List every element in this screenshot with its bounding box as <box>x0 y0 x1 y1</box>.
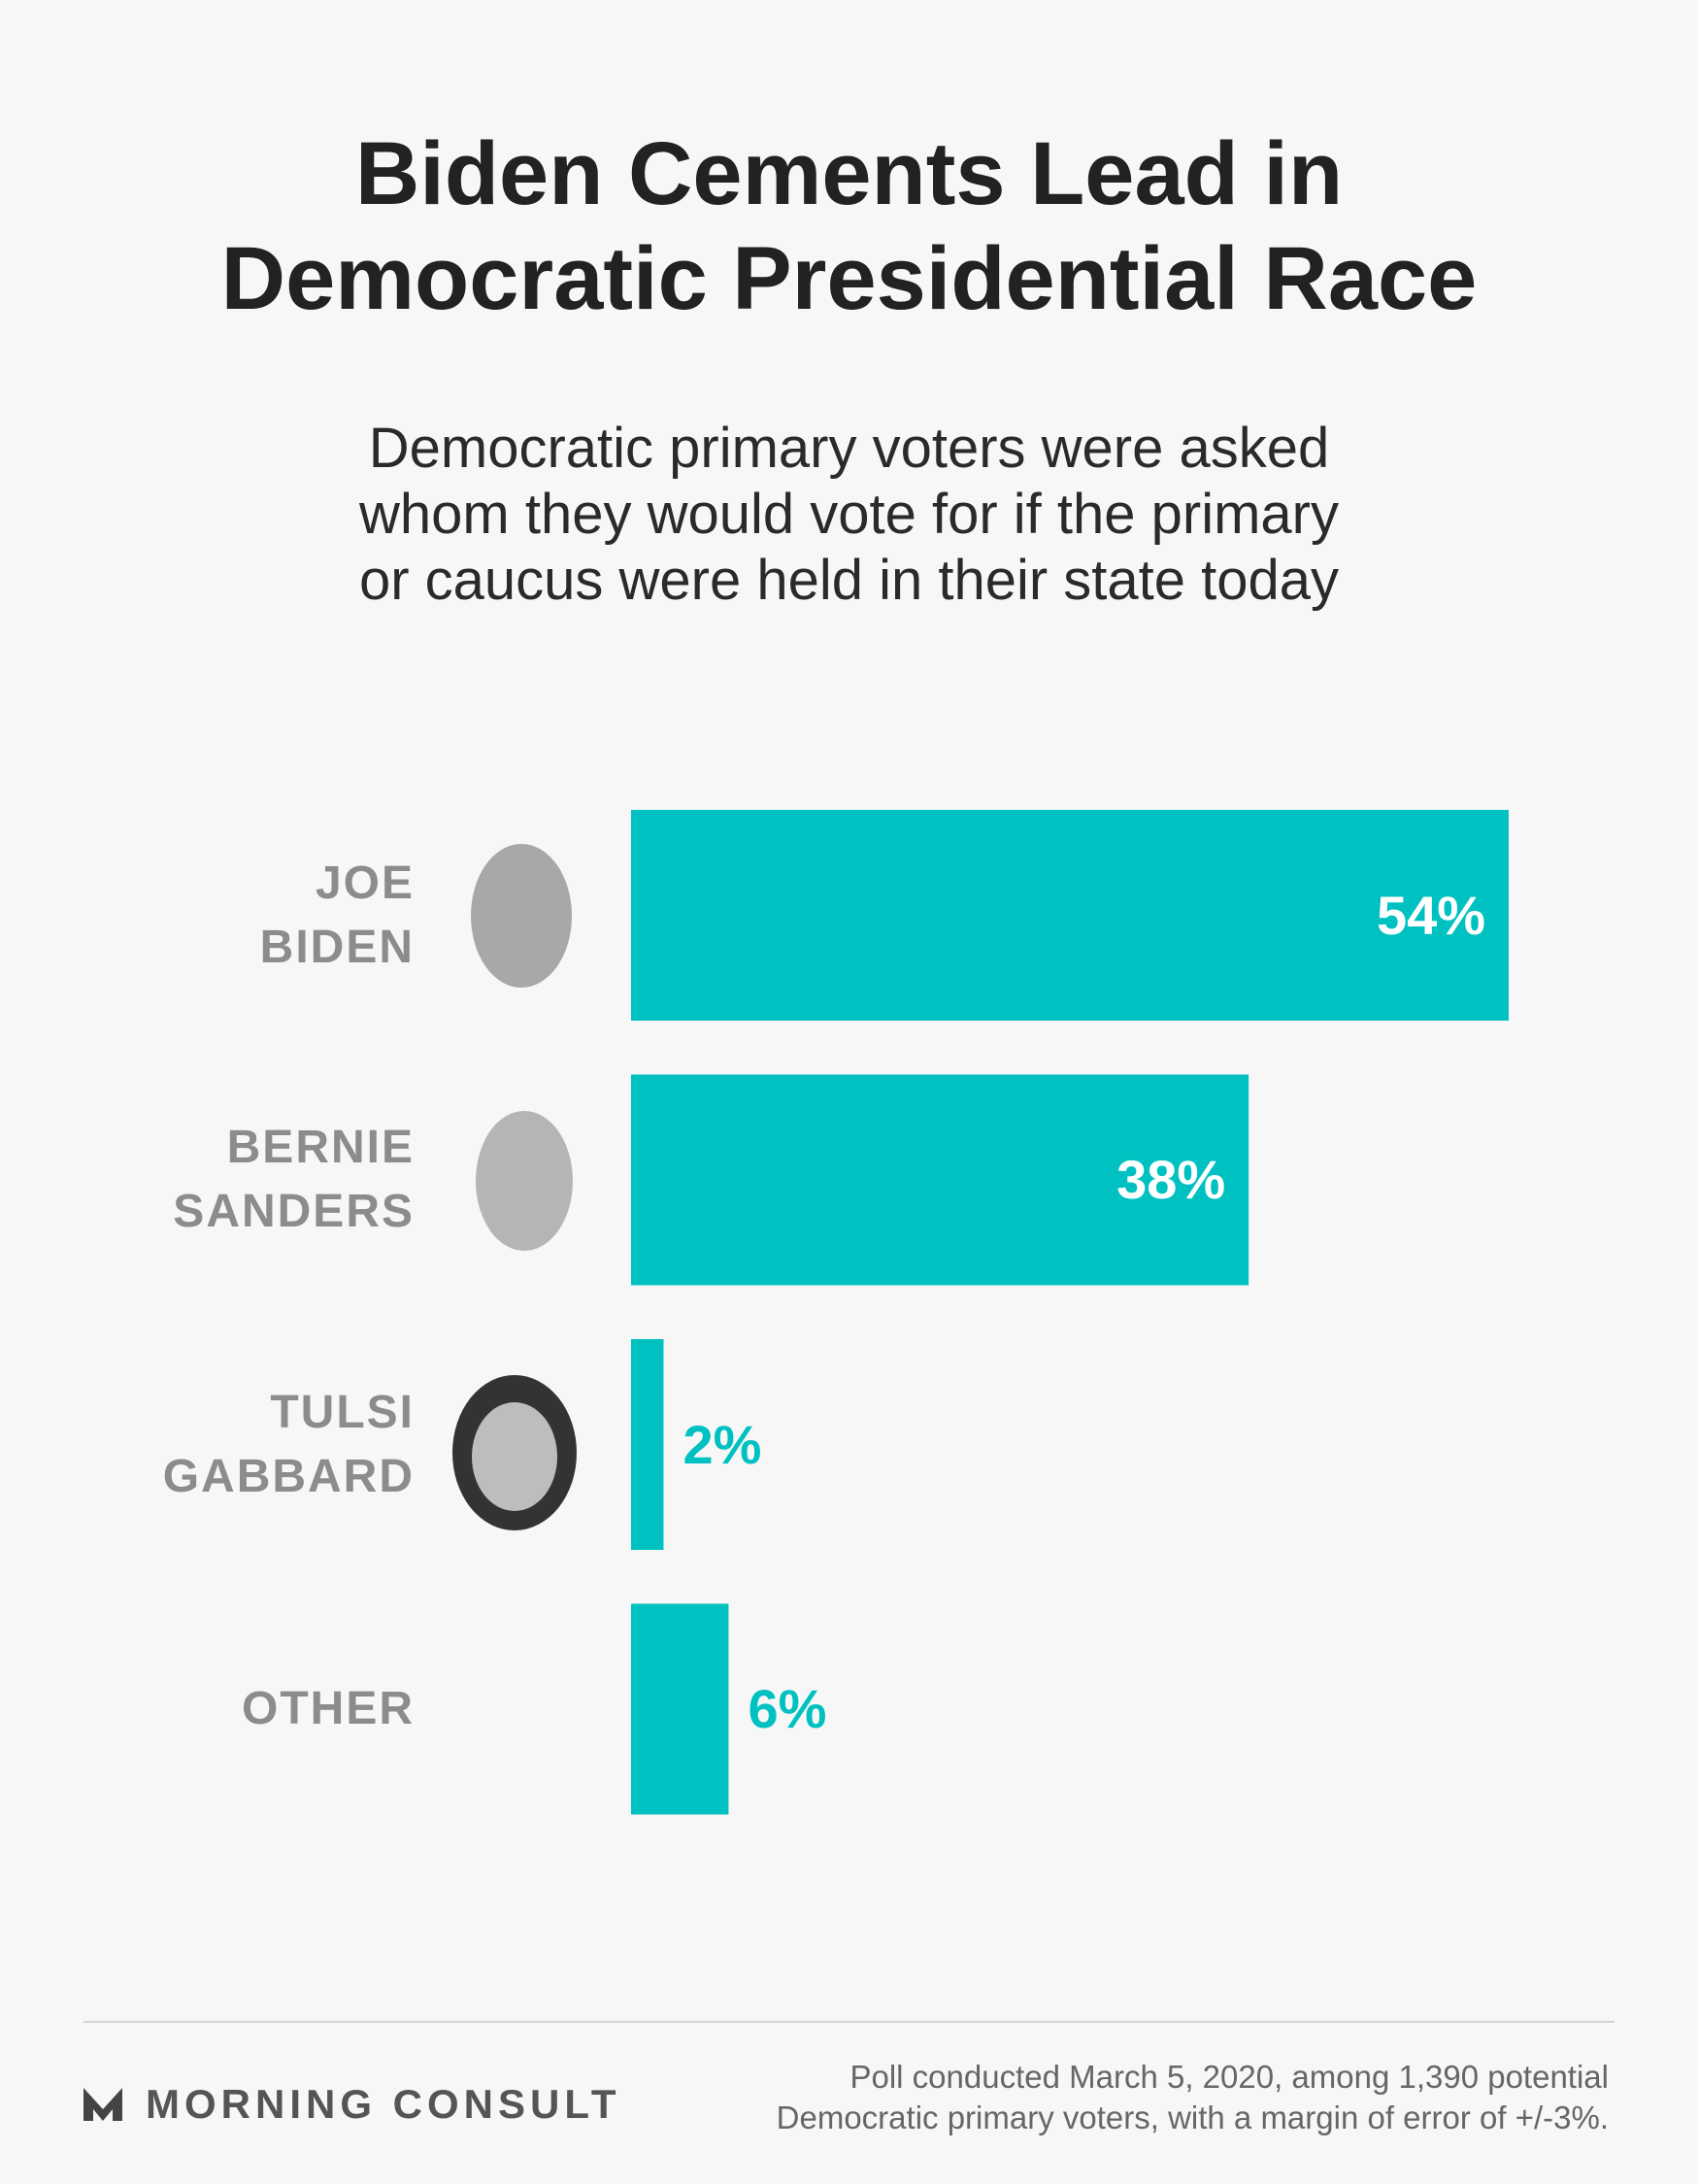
subtitle: whom they would vote for if the primary <box>359 483 1339 546</box>
bar <box>631 1339 664 1550</box>
bar <box>631 1603 729 1815</box>
chart-title: Democratic Presidential Race <box>220 229 1478 328</box>
category-label: JOE BIDEN <box>259 857 415 973</box>
category-label: BERNIE SANDERS <box>173 1122 415 1237</box>
portrait <box>472 1402 557 1511</box>
subtitle: or caucus were held in their state today <box>358 549 1340 612</box>
value-label: 38% <box>1116 1149 1226 1210</box>
portraits <box>452 844 577 1530</box>
bar <box>631 1074 1249 1286</box>
subtitle: Democratic primary voters were asked <box>368 417 1330 480</box>
value-label: 54% <box>1377 884 1486 946</box>
footnote: Democratic primary voters, with a margin… <box>776 2100 1609 2135</box>
footnote: Poll conducted March 5, 2020, among 1,39… <box>849 2059 1609 2095</box>
value-label: 6% <box>748 1678 827 1739</box>
chart-title: Biden Cements Lead in <box>354 124 1344 223</box>
category-label: OTHER <box>242 1683 415 1734</box>
logo-icon <box>83 2088 122 2121</box>
logo-text: MORNING CONSULT <box>146 2081 621 2127</box>
category-label: TULSI GABBARD <box>162 1386 416 1502</box>
value-label: 2% <box>683 1413 762 1475</box>
portrait <box>476 1111 573 1251</box>
bar <box>631 810 1509 1021</box>
portrait <box>471 844 572 988</box>
